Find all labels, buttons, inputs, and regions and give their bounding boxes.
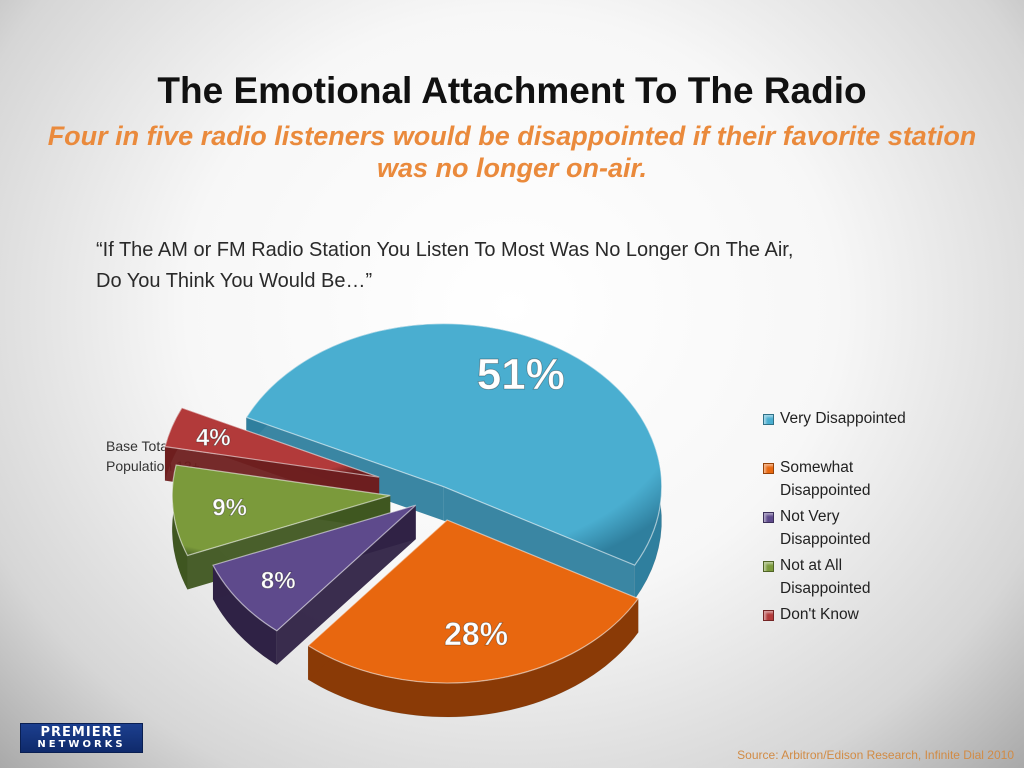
legend-swatch-not-at-all-disappointed	[763, 561, 774, 572]
pie-slice-not-at-all-disappointed	[171, 464, 391, 557]
data-label-very-disappointed: 51%	[477, 350, 565, 399]
legend-label-not-very-disappointed: Not Very Disappointed	[780, 508, 871, 548]
legend-swatch-somewhat-disappointed	[763, 463, 774, 474]
slide-title: The Emotional Attachment To The Radio	[157, 70, 867, 111]
pie-slice-don-t-know	[164, 407, 380, 478]
slide-subtitle: Four in five radio listeners would be di…	[47, 121, 977, 183]
logo-wordmark-top: PREMIERE	[40, 725, 123, 740]
data-label-don-t-know: 4%	[196, 424, 231, 451]
pie-slice-very-disappointed	[245, 323, 663, 566]
legend-label-don-t-know: Don't Know	[780, 606, 859, 623]
legend-label-somewhat-disappointed: Somewhat Disappointed	[780, 459, 871, 499]
premiere-networks-logo: PREMIERE NETWORKS	[20, 723, 143, 753]
source-citation: Source: Arbitron/Edison Research, Infini…	[737, 748, 1014, 762]
legend-swatch-don-t-know	[763, 610, 774, 621]
data-label-somewhat-disappointed: 28%	[444, 616, 508, 652]
data-label-not-very-disappointed: 8%	[261, 567, 296, 594]
legend-swatch-not-very-disappointed	[763, 512, 774, 523]
legend-label-very-disappointed: Very Disappointed	[780, 410, 906, 427]
legend-label-not-at-all-disappointed: Not at All Disappointed	[780, 557, 871, 597]
survey-question-line-1: “If The AM or FM Radio Station You Liste…	[96, 239, 794, 261]
survey-question: “If The AM or FM Radio Station You Liste…	[96, 235, 946, 297]
data-label-not-at-all-disappointed: 9%	[212, 494, 247, 521]
pie-slice-not-very-disappointed	[212, 504, 417, 632]
legend-swatch-very-disappointed	[763, 414, 774, 425]
survey-question-line-2: Do You Think You Would Be…”	[96, 270, 373, 292]
logo-wordmark-bottom: NETWORKS	[37, 739, 126, 750]
pie-slice-somewhat-disappointed	[307, 519, 640, 684]
